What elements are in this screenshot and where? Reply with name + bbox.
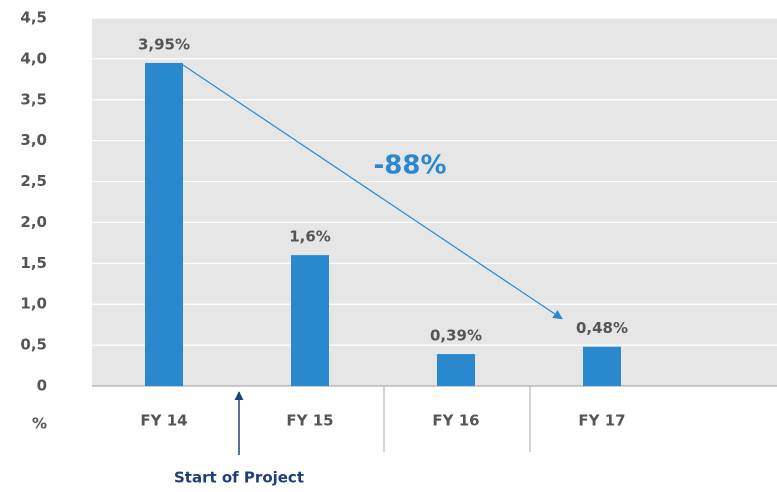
y-tick-label: 1,0 <box>20 295 47 313</box>
y-tick-label: 3,0 <box>20 131 47 149</box>
bar <box>437 354 475 386</box>
y-tick-label: 2,5 <box>20 172 47 190</box>
x-tick-label: FY 15 <box>286 412 333 430</box>
value-label: 3,95% <box>138 35 190 53</box>
y-unit: % <box>32 415 47 433</box>
y-tick-label: 2,0 <box>20 213 47 231</box>
y-tick-label: 1,5 <box>20 254 47 272</box>
y-tick-label: 0 <box>37 377 47 395</box>
value-label: 0,39% <box>430 327 482 345</box>
annotation: -88% <box>373 151 446 181</box>
y-tick-label: 3,5 <box>20 90 47 108</box>
y-tick-label: 4,0 <box>20 49 47 67</box>
trend-arrow <box>182 64 563 320</box>
x-tick-label: FY 17 <box>578 412 625 430</box>
value-label: 1,6% <box>289 228 331 246</box>
y-tick-label: 4,5 <box>20 9 47 27</box>
bar <box>291 255 329 386</box>
x-tick-label: FY 16 <box>432 412 479 430</box>
annotation: Start of Project <box>174 469 304 487</box>
x-tick-label: FY 14 <box>140 412 187 430</box>
plot-area <box>92 18 777 386</box>
y-tick-label: 0,5 <box>20 336 47 354</box>
bar <box>145 62 183 386</box>
bar <box>583 346 621 386</box>
value-label: 0,48% <box>576 319 628 337</box>
